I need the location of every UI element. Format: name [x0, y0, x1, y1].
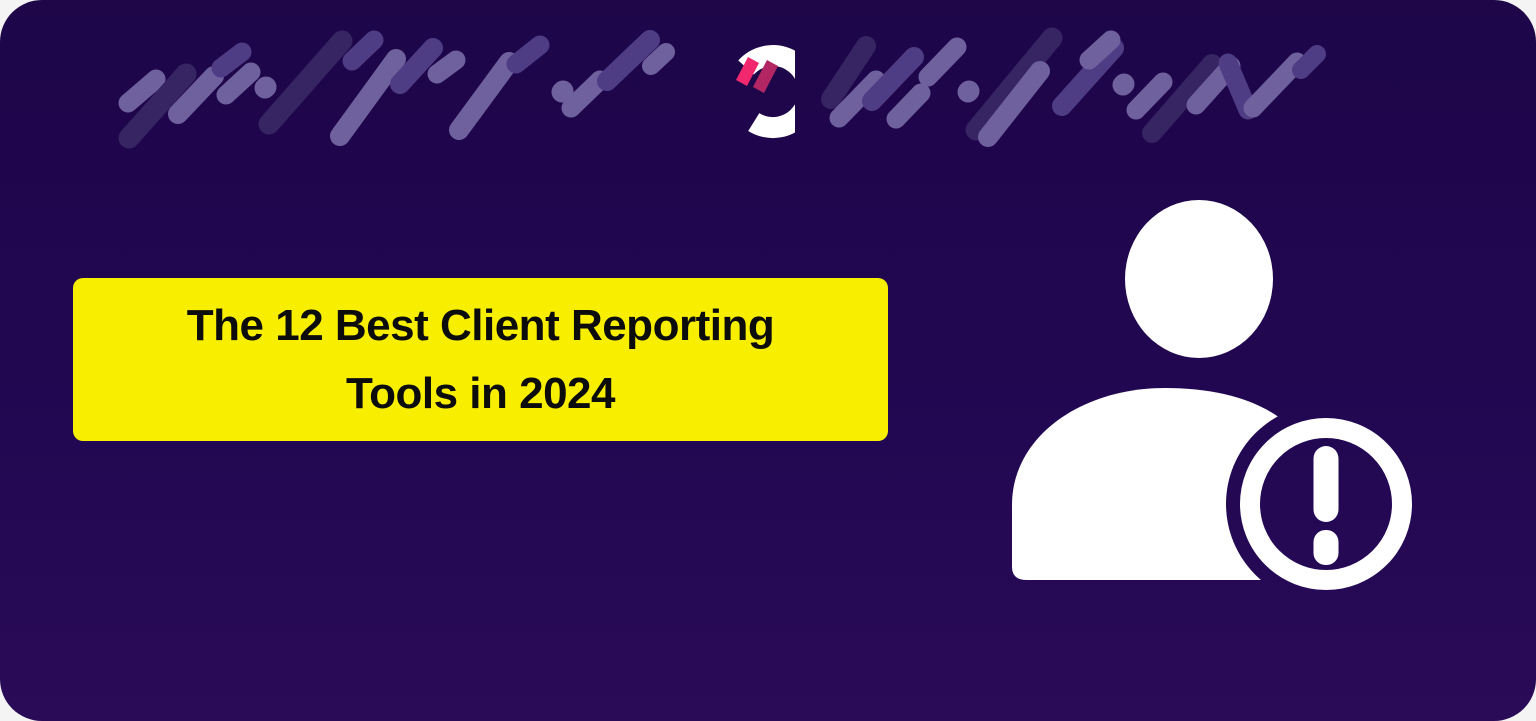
diagonal-dash: [118, 63, 197, 149]
user-alert-icon: [1012, 200, 1412, 590]
alert-exclamation-bar: [1313, 446, 1339, 522]
diagonal-dash: [211, 42, 252, 78]
diagonal-dash: [821, 36, 876, 109]
diagonal-dash: [957, 80, 980, 103]
diagonal-dash: [1126, 72, 1173, 120]
diagonal-dash: [1292, 45, 1326, 79]
brand-logo-slash-secondary-icon: [753, 60, 778, 93]
diagonal-dash: [254, 76, 277, 99]
diagonal-dash: [965, 27, 1063, 141]
diagonal-dash: [886, 83, 931, 129]
alert-circle-icon: [1240, 418, 1412, 590]
diagonal-dash: [506, 35, 550, 74]
diagonal-dash: [1218, 53, 1258, 120]
diagonal-dash: [829, 70, 886, 128]
diagonal-dash: [216, 62, 261, 105]
diagonal-dash: [118, 69, 166, 113]
brand-logo-slash-primary-icon: [736, 57, 759, 86]
diagonal-dash: [330, 49, 406, 146]
diagonal-dash: [642, 43, 675, 75]
diagonal-dash: [168, 66, 224, 124]
user-head: [1125, 200, 1273, 358]
brand-logo-arc: [738, 45, 795, 139]
page-title-line2: Tools in 2024: [346, 368, 616, 418]
diagonal-dash: [1112, 73, 1135, 96]
diagonal-dash: [597, 30, 660, 91]
user-body: [1012, 388, 1322, 580]
alert-exclamation-dot: [1313, 530, 1339, 565]
diagonal-dash: [862, 47, 924, 111]
page-title-line1: The 12 Best Client Reporting: [186, 300, 775, 350]
diagonal-dash: [918, 37, 967, 87]
diagonal-dash: [1243, 52, 1307, 118]
diagonal-dash: [561, 70, 610, 118]
diagonal-dash: [449, 52, 519, 140]
brand-logo: [736, 45, 795, 139]
diagonal-dash: [551, 80, 574, 103]
diagonal-dash: [427, 50, 466, 84]
diagonal-dash: [258, 30, 353, 135]
diagonal-dash: [390, 38, 443, 94]
diagonal-dash: [342, 30, 384, 71]
title-banner: The 12 Best Client Reporting Tools in 20…: [73, 278, 888, 441]
diagonal-dash: [978, 61, 1050, 147]
diagonal-dash: [1142, 54, 1222, 143]
diagonal-dash: [1079, 30, 1121, 70]
